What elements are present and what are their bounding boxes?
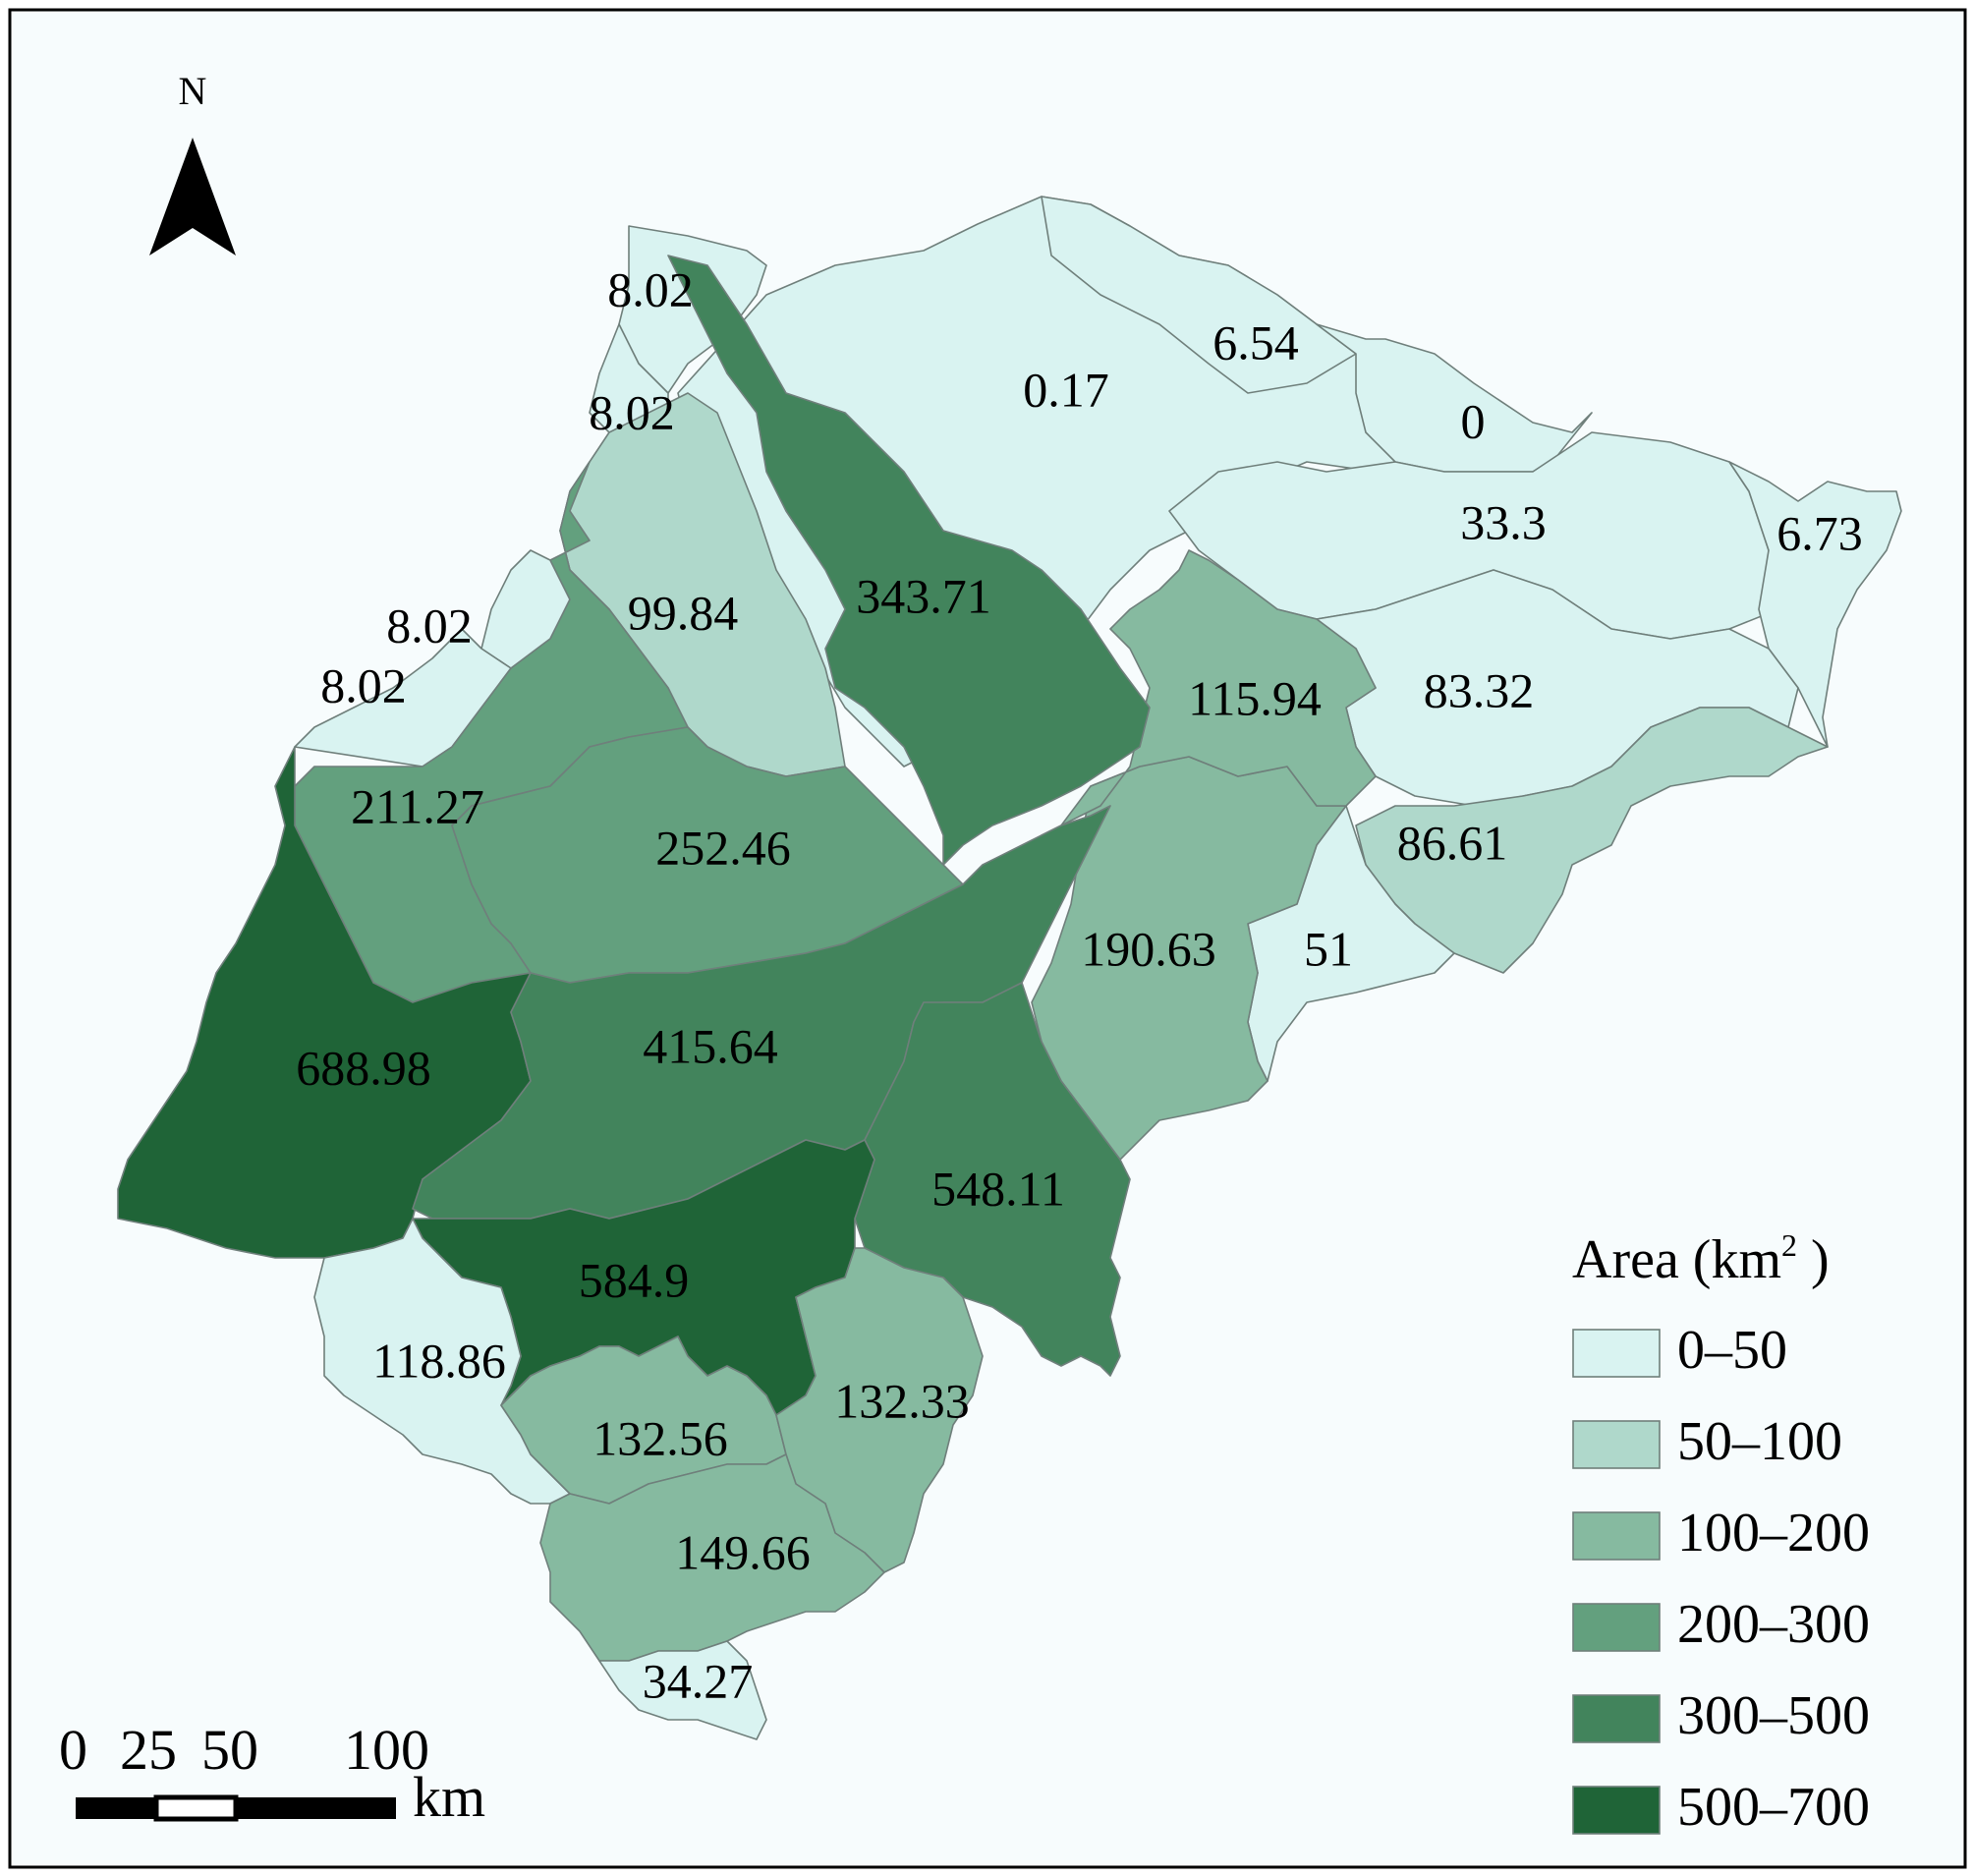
region-label: 86.61 xyxy=(1397,815,1508,870)
region-label: 252.46 xyxy=(655,820,791,875)
legend-swatch xyxy=(1572,1420,1661,1469)
region-label: 8.02 xyxy=(320,657,407,712)
regions-layer xyxy=(117,196,1902,1740)
region-label: 548.11 xyxy=(931,1161,1065,1216)
legend-title-sup: 2 xyxy=(1781,1227,1797,1263)
region-label: 132.33 xyxy=(834,1373,970,1428)
scale-unit: km xyxy=(413,1765,485,1829)
legend-label: 100–200 xyxy=(1677,1503,1870,1563)
legend-label: 200–300 xyxy=(1677,1594,1870,1655)
region-label: 688.98 xyxy=(296,1040,431,1095)
region-label: 190.63 xyxy=(1081,921,1216,976)
region-r-ne-2 xyxy=(1316,323,1593,473)
scale-tick-100: 100 xyxy=(344,1718,429,1782)
region-r-south-149 xyxy=(539,1453,885,1662)
region-label: 33.3 xyxy=(1460,494,1547,549)
region-label: 415.64 xyxy=(643,1018,778,1073)
legend-swatch xyxy=(1572,1786,1661,1835)
region-label: 149.66 xyxy=(675,1524,811,1579)
region-r-east-tip xyxy=(1728,461,1902,748)
region-label: 118.86 xyxy=(372,1333,506,1388)
legend-label: 500–700 xyxy=(1677,1777,1870,1838)
legend-title-close: ) xyxy=(1797,1229,1830,1290)
scale-segment-2 xyxy=(153,1794,239,1822)
region-r-east-86 xyxy=(1355,707,1829,974)
legend-title: Area (km2 ) xyxy=(1572,1227,1830,1290)
region-r-nw-edge2 xyxy=(294,628,512,767)
scale-tick-0: 0 xyxy=(59,1718,87,1782)
region-label: 132.56 xyxy=(592,1410,728,1465)
legend-label: 0–50 xyxy=(1677,1320,1787,1381)
scale-bar: 0 25 50 100 km xyxy=(59,1718,485,1829)
region-label: 51 xyxy=(1304,921,1353,976)
legend-swatch xyxy=(1572,1694,1661,1743)
region-r-south-tip xyxy=(598,1640,767,1740)
region-label: 34.27 xyxy=(643,1653,754,1708)
region-label: 0 xyxy=(1461,393,1486,448)
legend-items: 0–50 50–100 100–200 200–300 300–500 500–700 xyxy=(1572,1320,1870,1838)
region-labels: 8.02 8.02 8.02 8.02 0.17 6.54 0 33.3 6.7… xyxy=(296,261,1863,1708)
region-label: 6.54 xyxy=(1212,314,1299,370)
north-arrow-icon xyxy=(149,138,236,256)
region-label: 99.84 xyxy=(628,585,739,640)
region-r-far-north xyxy=(618,225,767,394)
region-label: 343.71 xyxy=(856,568,991,623)
scale-segment-1 xyxy=(76,1797,156,1819)
legend-swatch xyxy=(1572,1511,1661,1561)
legend: Area (km2 ) 0–50 50–100 100–200 200–300 300–… xyxy=(1572,1227,1870,1838)
region-label: 8.02 xyxy=(607,261,694,316)
region-r-north-343 xyxy=(667,255,1151,866)
region-label: 6.73 xyxy=(1776,505,1863,560)
legend-swatch xyxy=(1572,1329,1661,1378)
north-arrow: N xyxy=(149,69,236,256)
legend-label: 50–100 xyxy=(1677,1411,1842,1472)
scale-segment-3 xyxy=(236,1797,396,1819)
region-label: 115.94 xyxy=(1188,670,1322,725)
region-label: 0.17 xyxy=(1023,362,1109,417)
legend-swatch xyxy=(1572,1603,1661,1652)
scale-tick-50: 50 xyxy=(201,1718,258,1782)
legend-title-text: Area (km xyxy=(1572,1229,1781,1290)
region-label: 83.32 xyxy=(1424,662,1535,717)
scale-tick-25: 25 xyxy=(120,1718,177,1782)
north-label: N xyxy=(179,69,207,113)
legend-label: 300–500 xyxy=(1677,1685,1870,1746)
region-label: 211.27 xyxy=(351,778,484,833)
region-label: 8.02 xyxy=(589,384,675,439)
region-label: 8.02 xyxy=(386,597,473,653)
region-label: 584.9 xyxy=(579,1252,690,1307)
